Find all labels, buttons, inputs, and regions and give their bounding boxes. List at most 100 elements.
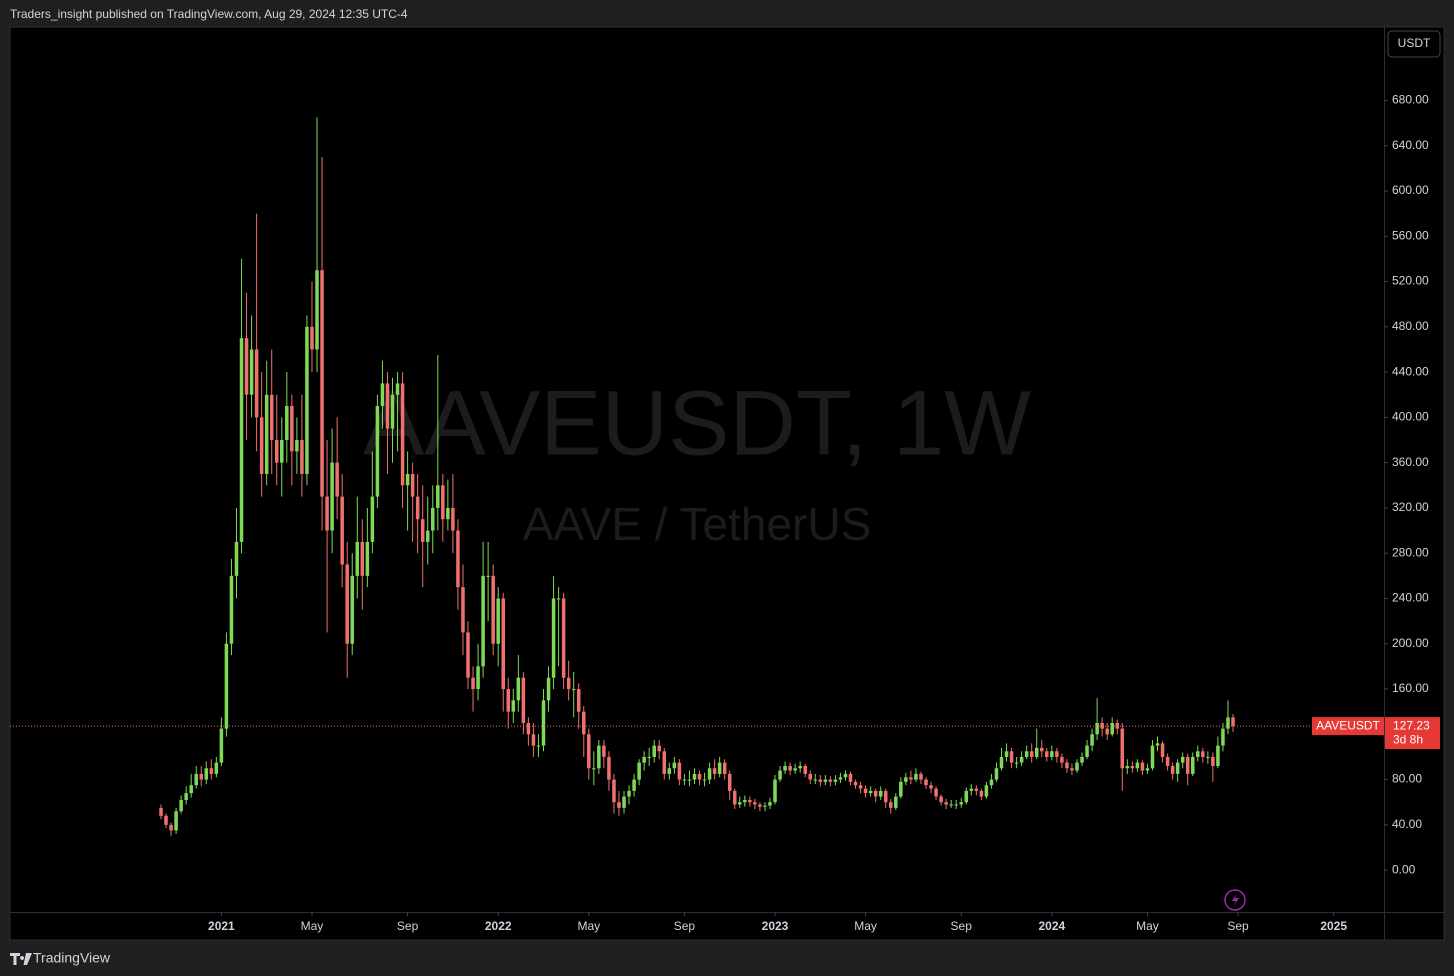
candle-body (693, 774, 697, 780)
x-tick-label: 2022 (485, 919, 512, 933)
x-tick-label: May (301, 919, 324, 933)
candle-body (678, 763, 682, 780)
candle-body (1161, 743, 1165, 757)
candle-body (386, 383, 390, 428)
candle-body (632, 780, 636, 791)
candle-body (668, 768, 672, 774)
candle-body (652, 746, 656, 757)
candle-body (1151, 746, 1155, 769)
candle-body (406, 474, 410, 485)
candle-body (507, 689, 511, 712)
candle-body (325, 497, 329, 531)
candle-body (1141, 763, 1145, 771)
candle-body (205, 768, 209, 779)
candle-body (361, 542, 365, 576)
candle-body (431, 508, 435, 531)
candle-body (486, 576, 490, 577)
candle-body (834, 780, 838, 782)
candle-body (1095, 723, 1099, 734)
candle-body (819, 780, 823, 782)
candle-body (1206, 757, 1210, 758)
candle-body (587, 734, 591, 768)
candle-body (1110, 723, 1114, 734)
candle-body (1040, 748, 1044, 751)
candle-body (527, 723, 531, 734)
chart: AAVEUSDT, 1W AAVE / TetherUS USDT Tradin… (0, 0, 1454, 976)
candle-body (934, 789, 938, 797)
candle-body (225, 644, 229, 729)
candle-body (889, 802, 893, 808)
candle-body (426, 531, 430, 542)
candle-body (572, 689, 576, 690)
page: {"header": "Traders_insight published on… (0, 0, 1454, 976)
candle-body (381, 383, 385, 406)
candle-body (1186, 757, 1190, 774)
candle-body (1156, 743, 1160, 745)
candle-body (1030, 751, 1034, 757)
candle-body (240, 338, 244, 542)
candle-body (1065, 763, 1069, 769)
candle-body (1055, 751, 1059, 757)
candle-body (1171, 766, 1175, 774)
candle-body (688, 780, 692, 781)
x-tick-label: Sep (674, 919, 696, 933)
candle-body (1015, 763, 1019, 764)
candle-body (1085, 746, 1089, 757)
brand-name: TradingView (33, 950, 111, 966)
candle-body (376, 406, 380, 497)
x-tick-label: May (854, 919, 877, 933)
candle-body (929, 785, 933, 788)
candle-body (718, 763, 722, 774)
watermark: AAVEUSDT, 1W (363, 372, 1031, 474)
candle-body (270, 395, 274, 440)
x-tick-label: 2024 (1038, 919, 1065, 933)
candle-body (944, 802, 948, 804)
candle-body (547, 678, 551, 701)
x-tick-label: 2021 (208, 919, 235, 933)
candle-body (350, 576, 354, 644)
candle-body (965, 791, 969, 802)
candle-body (245, 338, 249, 395)
candle-body (305, 327, 309, 474)
candle-body (954, 804, 958, 805)
candle-body (1121, 729, 1125, 769)
candle-body (1146, 768, 1150, 770)
candle-body (275, 440, 279, 463)
candle-body (849, 774, 853, 782)
candle-body (1075, 763, 1079, 771)
candle-body (532, 734, 536, 745)
candle-body (864, 789, 868, 794)
candle-body (1196, 751, 1200, 757)
candle-body (1176, 763, 1180, 774)
brand-logo (10, 953, 32, 965)
candle-body (481, 576, 485, 667)
candle-body (582, 712, 586, 735)
candle-body (330, 463, 334, 531)
currency-label[interactable]: USDT (1398, 36, 1431, 50)
candle-body (874, 791, 878, 797)
candle-body (592, 768, 596, 769)
candle-body (169, 825, 173, 831)
candle-body (466, 632, 470, 677)
candle-body (220, 729, 224, 763)
candle-body (627, 791, 631, 797)
candle-body (597, 746, 601, 769)
candle-body (808, 774, 812, 780)
y-tick-label: 320.00 (1392, 500, 1429, 514)
candle-body (184, 793, 188, 800)
candle-body (788, 766, 792, 771)
candle-body (773, 780, 777, 803)
candle-body (1035, 748, 1039, 757)
y-tick-label: 440.00 (1392, 364, 1429, 378)
candle-body (411, 474, 415, 497)
candle-body (970, 789, 974, 791)
candle-body (230, 576, 234, 644)
candle-body (441, 485, 445, 519)
candle-body (673, 763, 677, 769)
candle-body (542, 700, 546, 745)
candle-body (698, 774, 702, 780)
candle-body (733, 791, 737, 805)
candle-body (320, 270, 324, 496)
candle-body (753, 802, 757, 804)
candle-body (537, 746, 541, 747)
